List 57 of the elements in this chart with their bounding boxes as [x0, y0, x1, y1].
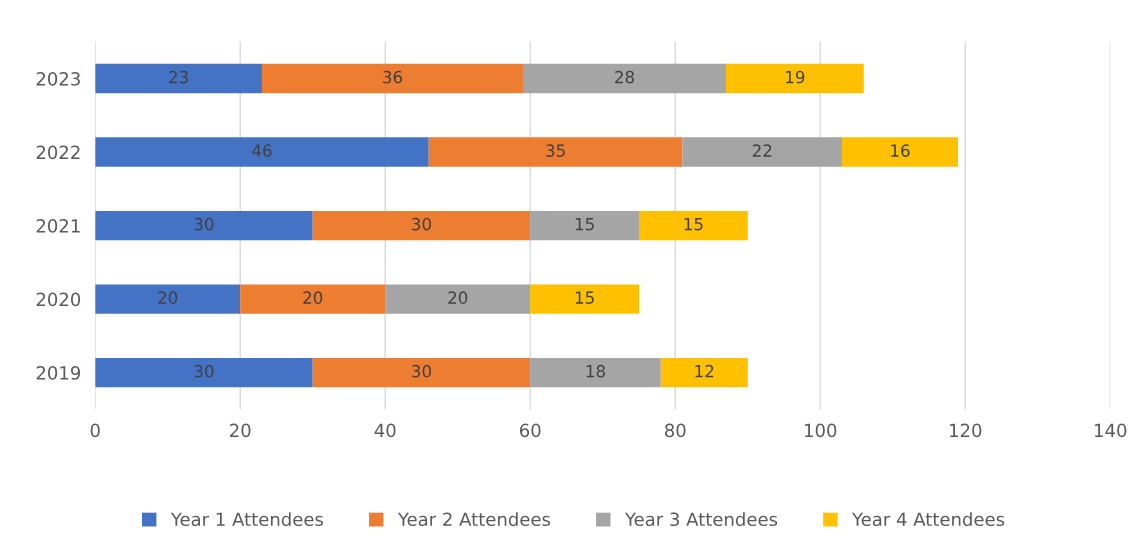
data-label: 22: [752, 144, 772, 157]
data-label: 20: [448, 291, 468, 304]
x-tick-label: 140: [1095, 423, 1127, 438]
data-label: 20: [158, 291, 178, 304]
y-tick-label: 2020: [36, 292, 81, 307]
data-label: 12: [695, 364, 714, 378]
bar: [522, 63, 727, 94]
bar: [842, 137, 959, 167]
data-label: 23: [169, 70, 188, 84]
bar: [428, 137, 683, 167]
x-tick-label: 20: [230, 423, 251, 438]
legend-label: Year 2 Attendees: [397, 512, 551, 527]
x-tick-label: 60: [520, 423, 541, 438]
bar: [95, 63, 262, 94]
bar: [530, 210, 639, 241]
data-label: 19: [786, 70, 805, 84]
bar: [385, 284, 531, 314]
data-label: 30: [194, 217, 214, 231]
x-tick-label: 80: [664, 423, 686, 438]
bar: [95, 357, 313, 388]
data-label: 46: [252, 144, 272, 157]
data-label: 15: [575, 291, 594, 304]
y-tick-label: 2023: [36, 72, 80, 86]
data-label: 16: [891, 144, 910, 157]
bar: [530, 284, 639, 314]
data-label: 36: [383, 70, 403, 84]
data-label: 28: [615, 70, 634, 84]
bar: [660, 357, 748, 388]
data-label: 15: [684, 218, 703, 231]
legend-label: Year 3 Attendees: [624, 512, 778, 527]
legend-label: Year 1 Attendees: [170, 512, 323, 527]
bar: [682, 137, 843, 167]
data-label: 18: [586, 364, 605, 378]
y-tick-label: 2022: [36, 145, 80, 160]
bar: [726, 63, 864, 94]
y-tick-label: 2019: [36, 366, 81, 380]
x-tick-label: 0: [90, 423, 100, 438]
data-label: 30: [412, 364, 431, 378]
bar: [240, 284, 386, 314]
bar: [95, 284, 241, 314]
bar: [639, 210, 748, 241]
bar: [530, 357, 661, 388]
y-tick-label: 2021: [36, 219, 80, 233]
x-tick-label: 100: [805, 423, 837, 438]
bar: [312, 357, 531, 388]
data-label: 20: [303, 291, 323, 304]
bar: [95, 210, 313, 241]
x-tick-label: 40: [374, 423, 396, 438]
x-tick-label: 120: [950, 423, 982, 438]
data-label: 15: [575, 218, 594, 231]
data-label: 30: [412, 217, 431, 231]
bar: [95, 137, 429, 167]
data-label: 30: [194, 364, 214, 378]
legend-label: Year 4 Attendees: [851, 512, 1005, 527]
bar: [312, 210, 531, 241]
data-label: 35: [546, 144, 565, 157]
bar: [261, 63, 523, 94]
